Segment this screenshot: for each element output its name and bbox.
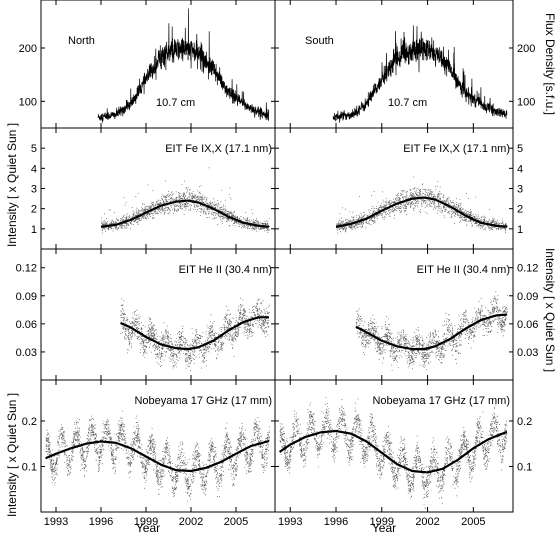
y-axis-label: Intensity [ x Quiet Sun ] xyxy=(543,248,555,372)
xtick-label: 1993 xyxy=(278,516,302,528)
xtick-label: 1996 xyxy=(89,516,113,528)
xtick-label: 1999 xyxy=(370,516,394,528)
eit304-south-scatter-points xyxy=(355,291,508,371)
nobeyama-north-scatter-points xyxy=(45,410,270,502)
ytick-label: 0.09 xyxy=(517,291,538,303)
panel-flux-south: 100 200 South 10.7 cm Flux Density [s.f.u.] xyxy=(274,0,555,129)
instrument-label: EIT He II (30.4 nm) xyxy=(179,264,272,276)
ytick-label: 0.12 xyxy=(517,263,538,275)
flux-south-data xyxy=(332,25,508,123)
eit304-north-data xyxy=(119,297,270,372)
ytick-label: 200 xyxy=(517,43,535,55)
eit304-north-scatter-points xyxy=(120,297,270,372)
y-axis-label: Intensity [ x Quiet Sun ] xyxy=(5,393,19,517)
xtick-label: 2002 xyxy=(179,516,203,528)
instrument-label: EIT He II (30.4 nm) xyxy=(417,264,510,276)
panel-eit304-north: 0.03 0.06 0.09 0.12 EIT He II (30.4 nm) xyxy=(16,248,276,381)
ytick-label: 100 xyxy=(517,96,535,108)
hemisphere-label: South xyxy=(305,35,334,47)
nobeyama-north-fit-curve xyxy=(45,439,270,473)
panel-flux-north: 100 200 North 10.7 cm xyxy=(19,0,276,129)
ytick-label: 0.03 xyxy=(16,347,37,359)
xtick-label: 2005 xyxy=(461,516,485,528)
flux-north-data xyxy=(97,8,270,123)
ytick-label: 4 xyxy=(517,163,523,175)
panel-eit171-north: 1 2 3 4 5 EIT Fe IX,X (17.1 nm) Intensity [ x … xyxy=(5,123,276,250)
ytick-label: 0.2 xyxy=(22,416,37,428)
nobeyama-south-fit-curve xyxy=(278,429,508,474)
ytick-label: 1 xyxy=(517,224,523,236)
ytick-label: 0.1 xyxy=(517,461,532,473)
eit171-south-data xyxy=(335,176,508,234)
ytick-label: 200 xyxy=(19,43,37,55)
nobeyama-north-data xyxy=(45,410,270,502)
eit171-north-fit-curve xyxy=(100,199,270,228)
panel-nobeyama-north: 0.1 0.2 1993 1996 1999 2002 2005 Year Nobeyama 1… xyxy=(5,379,276,534)
x-axis-label: Year xyxy=(372,521,396,534)
xtick-label: 2005 xyxy=(224,516,248,528)
nobeyama-south-frame xyxy=(274,379,514,513)
eit171-south-scatter-points xyxy=(336,176,508,234)
ytick-label: 3 xyxy=(31,184,37,196)
xtick-label: 2002 xyxy=(415,516,439,528)
ytick-label: 4 xyxy=(31,163,37,175)
xtick-label: 1993 xyxy=(44,516,68,528)
ytick-label: 1 xyxy=(31,224,37,236)
eit304-north-fit-curve xyxy=(119,316,270,351)
ytick-label: 3 xyxy=(517,184,523,196)
ytick-label: 5 xyxy=(517,143,523,155)
eit171-north-data xyxy=(100,167,270,234)
instrument-label: Nobeyama 17 GHz (17 mm) xyxy=(372,395,510,407)
ytick-label: 100 xyxy=(19,96,37,108)
flux-north-series-line xyxy=(97,8,270,123)
instrument-label: EIT Fe IX,X (17.1 nm) xyxy=(165,143,272,155)
panel-eit304-south: 0.03 0.06 0.09 0.12 EIT He II (30.4 nm) Inten… xyxy=(274,248,555,381)
flux-south-series-line xyxy=(332,25,508,123)
instrument-label: EIT Fe IX,X (17.1 nm) xyxy=(403,143,510,155)
ytick-label: 0.06 xyxy=(517,319,538,331)
panel-eit171-south: 1 2 3 4 5 EIT Fe IX,X (17.1 nm) xyxy=(274,127,523,250)
ytick-label: 0.03 xyxy=(517,347,538,359)
instrument-label: Nobeyama 17 GHz (17 mm) xyxy=(134,395,272,407)
xtick-label: 1996 xyxy=(324,516,348,528)
eit304-south-data xyxy=(355,291,508,371)
ytick-label: 0.2 xyxy=(517,416,532,428)
ytick-label: 0.06 xyxy=(16,319,37,331)
ytick-label: 0.1 xyxy=(22,461,37,473)
ytick-label: 2 xyxy=(517,204,523,216)
panel-nobeyama-south: 0.1 0.2 1993 1996 1999 2002 2005 Year Nobeyama 1… xyxy=(274,379,532,534)
xtick-label: 1999 xyxy=(134,516,158,528)
wavelength-label: 10.7 cm xyxy=(388,97,427,109)
nobeyama-south-scatter-points xyxy=(279,397,508,509)
x-axis-label: Year xyxy=(136,521,160,534)
eit171-south-fit-curve xyxy=(335,196,508,228)
eit304-south-fit-curve xyxy=(355,313,508,351)
wavelength-label: 10.7 cm xyxy=(156,97,195,109)
ytick-label: 5 xyxy=(31,143,37,155)
ytick-label: 2 xyxy=(31,204,37,216)
y-axis-label: Intensity [ x Quiet Sun ] xyxy=(5,123,19,247)
nobeyama-south-data xyxy=(278,397,508,509)
ytick-label: 0.09 xyxy=(16,291,37,303)
ytick-label: 0.12 xyxy=(16,263,37,275)
y-axis-label: Flux Density [s.f.u.] xyxy=(543,13,555,115)
hemisphere-label: North xyxy=(68,35,95,47)
